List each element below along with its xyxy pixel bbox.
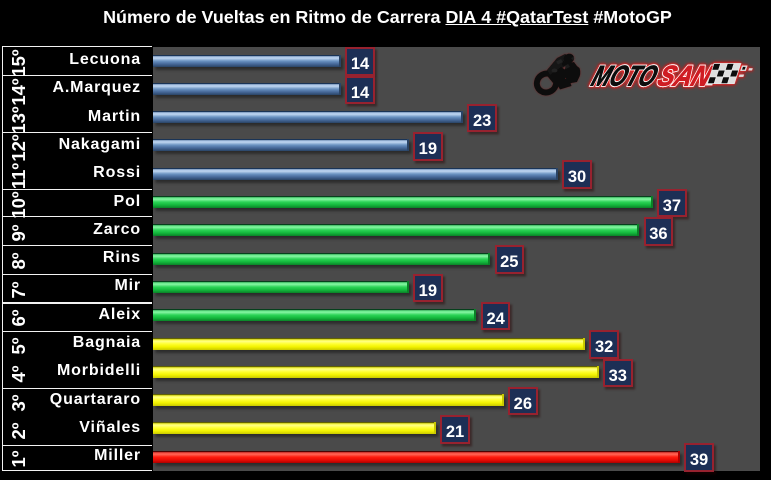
svg-text:SAN: SAN <box>654 60 717 92</box>
svg-text:MOTO: MOTO <box>588 60 663 92</box>
svg-text:MOTO: MOTO <box>588 60 663 92</box>
